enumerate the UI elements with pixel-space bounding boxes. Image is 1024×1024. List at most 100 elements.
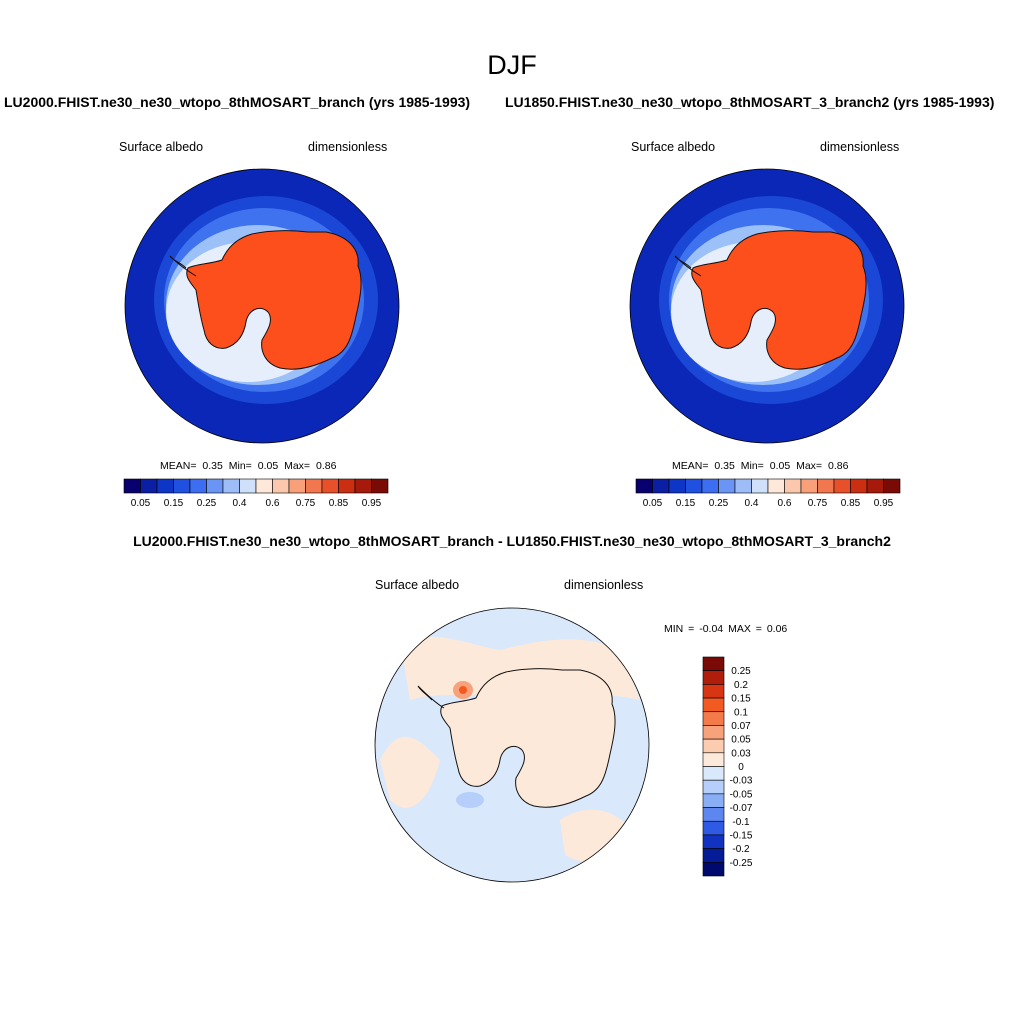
- panel2-units: dimensionless: [820, 140, 900, 154]
- panel1-colorbar-swatch: [305, 478, 323, 494]
- diff-colorbar-tick-label: 0.15: [731, 694, 751, 705]
- panel1-map-border: [124, 168, 400, 444]
- panel1-colorbar-swatch: [239, 478, 257, 494]
- panel2-max-label: Max=: [796, 460, 823, 472]
- panel2-colorbar-tick-label: 0.05: [643, 498, 663, 509]
- panel2-colorbar-swatch: [866, 478, 884, 494]
- panel1-colorbar-swatch: [206, 478, 224, 494]
- panel2-colorbar-swatch: [751, 478, 769, 494]
- panel1-case-title: LU2000.FHIST.ne30_ne30_wtopo_8thMOSART_b…: [4, 94, 471, 110]
- diff-colorbar-tick-label: 0.1: [734, 707, 748, 718]
- panel1-colorbar-swatch: [255, 478, 273, 494]
- panel2-colorbar-swatch: [817, 478, 835, 494]
- panel2-variable: Surface albedo: [631, 140, 716, 154]
- diff-colorbar-swatch: [702, 848, 725, 863]
- panel1-colorbar-tick-label: 0.4: [233, 498, 247, 509]
- diff-colorbar-tick-label: -0.07: [730, 803, 753, 814]
- diff-colorbar-swatch: [702, 862, 725, 877]
- panel2-colorbar-swatch: [668, 478, 686, 494]
- diff-colorbar-tick-label: -0.03: [730, 776, 753, 787]
- panel1-colorbar-swatch: [272, 478, 290, 494]
- panel1-mean: 0.35: [202, 460, 223, 472]
- panel1-colorbar-swatch: [288, 478, 306, 494]
- diff-peninsula: [417, 685, 445, 709]
- panel1-colorbar-swatch: [189, 478, 207, 494]
- panel1-colorbar: 0.05 0.15 0.25 0.4 0.6 0.75 0.85 0.95: [123, 478, 389, 509]
- panel1-units: dimensionless: [308, 140, 388, 154]
- panel1-peninsula: [169, 255, 197, 277]
- panel1-colorbar-swatch: [338, 478, 356, 494]
- diff-units: dimensionless: [564, 578, 644, 592]
- diff-min-label: MIN =: [664, 623, 695, 635]
- diff-colorbar-tick-label: 0.05: [731, 735, 751, 746]
- diff-colorbar-swatch: [702, 738, 725, 754]
- panel2-colorbar-tick-label: 0.4: [745, 498, 759, 509]
- diff-case-title: LU2000.FHIST.ne30_ne30_wtopo_8thMOSART_b…: [133, 533, 891, 549]
- panel1-colorbar-tick-label: 0.95: [362, 498, 382, 509]
- panel1-max-label: Max=: [284, 460, 311, 472]
- diff-negative-anomaly: [456, 792, 484, 808]
- panel2-colorbar-swatch: [652, 478, 670, 494]
- diff-colorbar-swatch: [702, 670, 725, 685]
- panel2-colorbar-swatch: [635, 478, 653, 494]
- diff-colorbar: 0.25 0.2 0.15 0.1 0.07 0.05 0.03 0 -0.03 -0.05 -0.…: [702, 656, 753, 877]
- diff-colorbar-swatch: [702, 766, 725, 781]
- diff-map-border: [374, 607, 650, 883]
- panel2-colorbar-swatch: [718, 478, 736, 494]
- diff-max-label: MAX =: [728, 623, 762, 635]
- diff-colorbar-swatch: [702, 711, 725, 726]
- diff-colorbar-tick-label: -0.2: [732, 844, 750, 855]
- panel1-colorbar-tick-label: 0.85: [329, 498, 349, 509]
- panel1-colorbar-tick-label: 0.05: [131, 498, 151, 509]
- diff-min: -0.04: [699, 623, 724, 635]
- panel1-colorbar-tick-label: 0.15: [164, 498, 184, 509]
- diff-colorbar-swatch: [702, 752, 725, 767]
- panel2-min-label: Min=: [740, 460, 764, 472]
- diff-colorbar-tick-label: -0.1: [732, 817, 750, 828]
- diff-colorbar-swatch: [702, 807, 725, 822]
- panel1-min: 0.05: [257, 460, 279, 472]
- diff-colorbar-tick-label: -0.15: [730, 830, 753, 841]
- panel1-max: 0.86: [315, 460, 337, 472]
- panel1-mean-label: MEAN=: [160, 460, 197, 472]
- diff-colorbar-swatch: [702, 697, 725, 713]
- panel2-colorbar: 0.05 0.15 0.25 0.4 0.6 0.75 0.85 0.95: [635, 478, 901, 509]
- diff-colorbar-swatch: [702, 725, 725, 740]
- panel1-colorbar-swatch: [371, 478, 389, 494]
- diff-colorbar-tick-label: -0.25: [730, 858, 753, 869]
- diff-variable: Surface albedo: [375, 578, 460, 592]
- panel2-colorbar-tick-label: 0.95: [874, 498, 894, 509]
- panel2-colorbar-tick-label: 0.6: [778, 498, 792, 509]
- panel2-map-border: [629, 168, 905, 444]
- panel2-case-title: LU1850.FHIST.ne30_ne30_wtopo_8thMOSART_3…: [505, 94, 1024, 110]
- panel2-colorbar-swatch: [767, 478, 785, 494]
- diff-colorbar-tick-label: 0: [738, 762, 744, 773]
- panel2-colorbar-tick-label: 0.75: [808, 498, 828, 509]
- panel1-colorbar-tick-label: 0.6: [266, 498, 280, 509]
- diff-positive-region-west: [380, 736, 440, 808]
- panel1-colorbar-tick-label: 0.25: [197, 498, 217, 509]
- diff-colorbar-tick-label: -0.05: [730, 789, 753, 800]
- diff-colorbar-tick-label: 0.03: [731, 748, 751, 759]
- diff-polar-map: [374, 607, 650, 883]
- panel2-colorbar-swatch: [784, 478, 802, 494]
- panel2-colorbar-swatch: [833, 478, 851, 494]
- panel1-stats: MEAN= 0.35 Min= 0.05 Max= 0.86: [160, 460, 336, 472]
- panel2-mean-label: MEAN=: [672, 460, 709, 472]
- diff-positive-anomaly-core: [459, 686, 467, 694]
- panel2-mean: 0.35: [714, 460, 735, 472]
- diff-colorbar-tick-label: 0.07: [731, 721, 751, 732]
- diff-colorbar-swatch: [702, 656, 725, 671]
- panel1-colorbar-tick-label: 0.75: [296, 498, 316, 509]
- diff-colorbar-tick-label: 0.2: [734, 680, 748, 691]
- diff-colorbar-tick-label: 0.25: [731, 666, 751, 677]
- panel1-colorbar-swatch: [123, 478, 141, 494]
- panel2-colorbar-swatch: [685, 478, 703, 494]
- panel2-colorbar-swatch: [850, 478, 868, 494]
- panel1-colorbar-swatch: [140, 478, 158, 494]
- panel2-colorbar-swatch: [734, 478, 752, 494]
- panel2-stats: MEAN= 0.35 Min= 0.05 Max= 0.86: [672, 460, 848, 472]
- panel2-colorbar-tick-label: 0.15: [676, 498, 696, 509]
- panel1-colorbar-swatch: [173, 478, 191, 494]
